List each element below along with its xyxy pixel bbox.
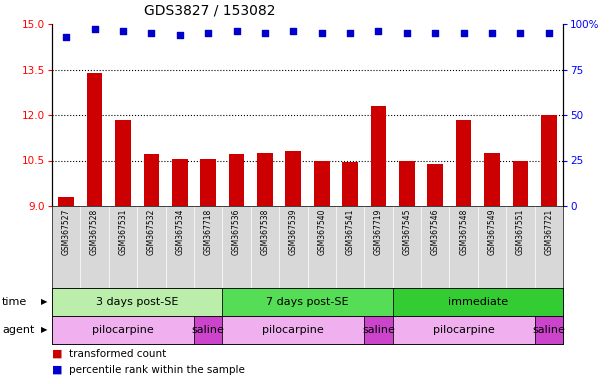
Text: GSM367548: GSM367548 xyxy=(459,209,468,255)
Text: transformed count: transformed count xyxy=(69,349,166,359)
Point xyxy=(61,34,71,40)
Text: ▶: ▶ xyxy=(41,298,47,306)
Text: ■: ■ xyxy=(52,365,62,375)
Text: percentile rank within the sample: percentile rank within the sample xyxy=(69,365,245,375)
Bar xyxy=(399,161,415,206)
Text: GSM367528: GSM367528 xyxy=(90,209,99,255)
Text: saline: saline xyxy=(532,325,565,335)
Text: GSM367540: GSM367540 xyxy=(317,209,326,255)
Text: GSM367539: GSM367539 xyxy=(289,209,298,255)
Text: GSM367534: GSM367534 xyxy=(175,209,185,255)
Text: GSM367551: GSM367551 xyxy=(516,209,525,255)
Bar xyxy=(535,316,563,344)
Text: immediate: immediate xyxy=(448,297,508,307)
Point xyxy=(118,28,128,34)
Text: pilocarpine: pilocarpine xyxy=(263,325,324,335)
Text: time: time xyxy=(2,297,27,307)
Text: GSM367536: GSM367536 xyxy=(232,209,241,255)
Bar xyxy=(393,288,563,316)
Point xyxy=(430,30,440,36)
Text: GSM367531: GSM367531 xyxy=(119,209,128,255)
Text: saline: saline xyxy=(362,325,395,335)
Bar xyxy=(59,197,74,206)
Bar xyxy=(144,154,159,206)
Point xyxy=(175,32,185,38)
Bar xyxy=(393,316,535,344)
Text: GDS3827 / 153082: GDS3827 / 153082 xyxy=(144,4,275,18)
Text: GSM367538: GSM367538 xyxy=(260,209,269,255)
Bar xyxy=(428,164,443,206)
Point xyxy=(317,30,327,36)
Bar xyxy=(115,119,131,206)
Bar xyxy=(314,161,329,206)
Bar xyxy=(194,316,222,344)
Text: GSM367545: GSM367545 xyxy=(403,209,411,255)
Text: GSM367718: GSM367718 xyxy=(203,209,213,255)
Bar xyxy=(87,73,103,206)
Text: agent: agent xyxy=(2,325,34,335)
Bar xyxy=(52,316,194,344)
Bar xyxy=(285,151,301,206)
Point xyxy=(544,30,554,36)
Point xyxy=(402,30,412,36)
Bar xyxy=(172,159,188,206)
Text: GSM367527: GSM367527 xyxy=(62,209,71,255)
Bar xyxy=(342,162,358,206)
Point xyxy=(147,30,156,36)
Text: GSM367549: GSM367549 xyxy=(488,209,497,255)
Text: GSM367719: GSM367719 xyxy=(374,209,383,255)
Point xyxy=(487,30,497,36)
Bar xyxy=(229,154,244,206)
Bar xyxy=(541,115,557,206)
Point xyxy=(260,30,270,36)
Bar xyxy=(222,316,364,344)
Text: pilocarpine: pilocarpine xyxy=(92,325,154,335)
Point xyxy=(345,30,355,36)
Bar xyxy=(456,119,472,206)
Point xyxy=(232,28,241,34)
Text: GSM367546: GSM367546 xyxy=(431,209,440,255)
Bar xyxy=(200,159,216,206)
Text: saline: saline xyxy=(192,325,225,335)
Bar xyxy=(364,316,393,344)
Point xyxy=(516,30,525,36)
Text: 7 days post-SE: 7 days post-SE xyxy=(266,297,349,307)
Text: GSM367532: GSM367532 xyxy=(147,209,156,255)
Text: ▶: ▶ xyxy=(41,326,47,334)
Text: ■: ■ xyxy=(52,349,62,359)
Bar xyxy=(257,153,273,206)
Point xyxy=(90,26,100,33)
Bar xyxy=(52,288,222,316)
Text: GSM367541: GSM367541 xyxy=(346,209,354,255)
Point xyxy=(288,28,298,34)
Point xyxy=(373,28,383,34)
Point xyxy=(459,30,469,36)
Bar xyxy=(513,161,529,206)
Bar xyxy=(371,106,386,206)
Text: GSM367721: GSM367721 xyxy=(544,209,554,255)
Bar xyxy=(485,153,500,206)
Text: pilocarpine: pilocarpine xyxy=(433,325,494,335)
Text: 3 days post-SE: 3 days post-SE xyxy=(96,297,178,307)
Bar xyxy=(222,288,393,316)
Point xyxy=(203,30,213,36)
